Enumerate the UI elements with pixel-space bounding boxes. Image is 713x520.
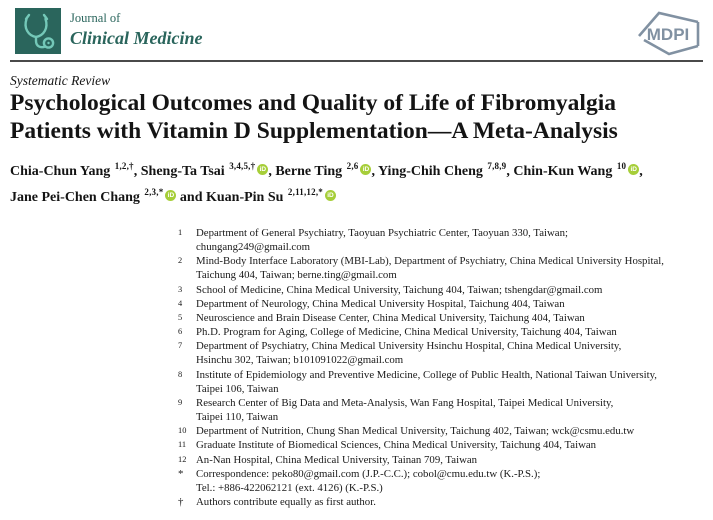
affiliation-number: 9 [178,397,183,407]
author-separator: , [133,163,141,179]
affiliation-row: † Authors contribute equally as first au… [178,495,707,509]
orcid-icon[interactable]: iD [257,163,269,175]
article-title: Psychological Outcomes and Quality of Li… [10,90,618,144]
affiliation-number: 1 [178,228,183,237]
author-name: Ying-Chih Cheng [377,163,487,179]
affiliation-text: Ph.D. Program for Aging, College of Medi… [196,326,617,339]
affiliation-row: 5 Neuroscience and Brain Disease Center,… [178,311,707,325]
orcid-icon[interactable]: iD [165,189,177,201]
article-type-label: Systematic Review [10,73,111,88]
affiliation-row: 2 Mind-Body Interface Laboratory (MBI-La… [178,254,707,282]
author-name: Sheng-Ta Tsai [140,163,229,179]
journal-logo [15,8,61,54]
affiliation-text: Department of Nutrition, Chung Shan Medi… [196,425,635,438]
author-name: Chin-Kun Wang [513,163,616,179]
author-superscript: 2,3,* [144,187,164,198]
affiliation-text: An-Nan Hospital, China Medical Universit… [196,453,478,466]
affiliation-number: 7 [178,341,183,351]
affiliation-number: 6 [178,327,183,337]
affiliation-row: 12 An-Nan Hospital, China Medical Univer… [178,453,707,467]
affiliation-row: * Correspondence: peko80@gmail.com (J.P.… [178,467,707,495]
affiliation-row: 10 Department of Nutrition, Chung Shan M… [178,424,707,438]
affiliation-list: 1 Department of General Psychiatry, Taoy… [178,226,707,509]
mdpi-wordmark: MDPI [647,25,690,44]
author-name: Kuan-Pin Su [205,189,287,205]
journal-title-block: Journal of Clinical Medicine [70,11,203,49]
author-name: Berne Ting [275,163,346,179]
author-name: Jane Pei-Chen Chang [10,189,144,205]
affiliation-row: 3 School of Medicine, China Medical Univ… [178,283,707,297]
author-superscript: 7,8,9 [487,161,507,171]
journal-prefix: Journal of [70,11,121,25]
affiliation-text: Department of General Psychiatry, Taoyua… [196,227,568,254]
author-superscript: 2,6 [346,161,359,171]
author: Chin-Kun Wang 10 iD, [513,161,643,179]
affiliation-text: Authors contribute equally as first auth… [196,495,376,508]
orcid-icon[interactable]: iD [628,163,640,175]
author-superscript: 1,2,† [114,161,134,171]
affiliation-text: Mind-Body Interface Laboratory (MBI-Lab)… [196,255,664,282]
affiliation-text: Graduate Institute of Biomedical Science… [196,439,597,452]
affiliation-text: Institute of Epidemiology and Preventive… [196,368,658,395]
affiliation-text: Correspondence: peko80@gmail.com (J.P.-C… [196,467,541,494]
affiliation-number: 8 [178,369,183,379]
affiliation-text: Research Center of Big Data and Meta-Ana… [196,396,614,424]
author: Jane Pei-Chen Chang 2,3,* iD and [10,187,206,205]
author: Sheng-Ta Tsai 3,4,5,† iD, [140,161,276,179]
author-superscript: 3,4,5,† [229,161,256,171]
affiliation-text: Department of Neurology, China Medical U… [196,297,565,310]
affiliation-number: 5 [178,312,183,322]
orcid-icon[interactable]: iD [360,163,372,175]
affiliation-number: 11 [178,440,187,450]
author: Kuan-Pin Su 2,11,12,* iD [205,187,336,205]
affiliation-number: 10 [178,426,187,436]
affiliation-row: 11 Graduate Institute of Biomedical Scie… [178,438,707,452]
affiliation-row: 7 Department of Psychiatry, China Medica… [178,339,707,367]
author-separator: , [371,163,378,179]
author-superscript: 10 [616,161,627,171]
affiliation-row: 6 Ph.D. Program for Aging, College of Me… [178,325,707,339]
affiliation-row: 8 Institute of Epidemiology and Preventi… [178,368,707,396]
affiliation-text: Neuroscience and Brain Disease Center, C… [196,311,585,324]
mdpi-logo[interactable]: MDPI [635,5,701,57]
author-separator: and [176,189,206,205]
header-divider [10,60,703,62]
journal-name: Clinical Medicine [70,28,203,48]
affiliation-text: School of Medicine, China Medical Univer… [196,283,603,296]
affiliation-number: 12 [178,454,187,464]
author-separator: , [506,163,514,179]
author: Chia-Chun Yang 1,2,†, [10,161,141,179]
affiliation-number: 4 [178,298,183,308]
affiliation-number: 2 [178,256,183,266]
mdpi-badge-icon: MDPI [638,11,700,56]
affiliation-number: † [178,495,184,508]
author-separator: , [268,163,276,179]
affiliation-row: 9 Research Center of Big Data and Meta-A… [178,396,707,424]
affiliation-text: Department of Psychiatry, China Medical … [196,340,622,367]
stethoscope-icon [24,13,55,49]
affiliation-number: 3 [178,284,183,294]
author-superscript: 2,11,12,* [287,187,323,198]
affiliation-number: * [178,467,184,480]
affiliation-row: 4 Department of Neurology, China Medical… [178,297,707,311]
author-separator: , [639,163,643,179]
author-list: Chia-Chun Yang 1,2,†, Sheng-Ta Tsai 3,4,… [10,156,713,208]
author-name: Chia-Chun Yang [10,163,114,179]
affiliation-row: 1 Department of General Psychiatry, Taoy… [178,226,707,254]
author: Berne Ting 2,6 iD, [275,161,378,179]
orcid-icon[interactable]: iD [324,189,336,201]
author: Ying-Chih Cheng 7,8,9, [377,161,514,179]
